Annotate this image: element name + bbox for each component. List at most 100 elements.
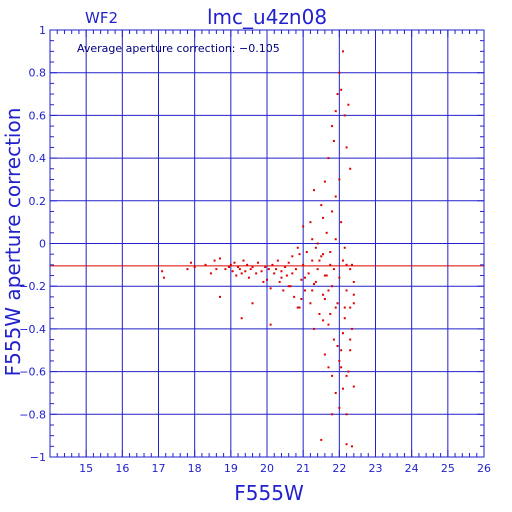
data-point xyxy=(246,263,249,266)
x-tick-label: 25 xyxy=(441,462,455,475)
data-point xyxy=(213,259,216,262)
data-point xyxy=(322,216,325,219)
data-point xyxy=(291,255,294,258)
data-point xyxy=(322,293,325,296)
data-point xyxy=(247,276,250,279)
data-point xyxy=(242,259,245,262)
data-point xyxy=(325,274,328,277)
data-point xyxy=(327,289,330,292)
data-point xyxy=(352,280,355,283)
data-point xyxy=(314,246,317,249)
data-point xyxy=(255,272,258,275)
data-point xyxy=(300,298,303,301)
data-point xyxy=(331,374,334,377)
data-point xyxy=(345,146,348,149)
y-tick-label: −1 xyxy=(30,451,46,464)
data-point xyxy=(186,268,189,271)
data-point xyxy=(340,88,343,91)
data-point xyxy=(340,221,343,224)
y-tick-label: −0.8 xyxy=(19,408,46,421)
data-point xyxy=(349,167,352,170)
data-point xyxy=(238,268,241,271)
data-point xyxy=(345,413,348,416)
data-point xyxy=(294,268,297,271)
data-point xyxy=(320,438,323,441)
data-point xyxy=(325,231,328,234)
x-tick-label: 15 xyxy=(79,462,93,475)
x-tick-label: 17 xyxy=(152,462,166,475)
data-point xyxy=(218,295,221,298)
x-tick-label: 24 xyxy=(405,462,419,475)
data-point xyxy=(271,263,274,266)
data-point xyxy=(349,338,352,341)
y-tick-label: −0.6 xyxy=(19,366,46,379)
data-point xyxy=(284,265,287,268)
data-point xyxy=(300,278,303,281)
data-point xyxy=(341,50,344,53)
data-point xyxy=(262,280,265,283)
data-point xyxy=(322,319,325,322)
y-tick-label: 0.2 xyxy=(29,195,47,208)
data-point xyxy=(343,306,346,309)
x-tick-label: 26 xyxy=(477,462,491,475)
data-point xyxy=(345,374,348,377)
data-point xyxy=(329,251,332,254)
data-point xyxy=(276,259,279,262)
data-point xyxy=(233,261,236,264)
data-point xyxy=(302,225,305,228)
data-point xyxy=(256,261,259,264)
data-point xyxy=(334,238,337,241)
data-point xyxy=(332,338,335,341)
data-point xyxy=(349,349,352,352)
data-point xyxy=(298,253,301,256)
data-point xyxy=(332,268,335,271)
data-point xyxy=(269,287,272,290)
data-point xyxy=(329,263,332,266)
data-point xyxy=(269,323,272,326)
data-point xyxy=(334,306,337,309)
data-point xyxy=(329,312,332,315)
x-tick-label: 16 xyxy=(115,462,129,475)
data-point xyxy=(350,327,353,330)
data-point xyxy=(352,385,355,388)
data-point xyxy=(287,285,290,288)
x-tick-label: 23 xyxy=(369,462,383,475)
data-point xyxy=(218,257,221,260)
camera-label: WF2 xyxy=(85,9,118,27)
data-point xyxy=(280,276,283,279)
data-point xyxy=(352,302,355,305)
data-point xyxy=(190,261,193,264)
data-point xyxy=(282,289,285,292)
data-point xyxy=(331,125,334,128)
data-point xyxy=(285,274,288,277)
data-point xyxy=(334,110,337,113)
data-point xyxy=(318,259,321,262)
data-point xyxy=(209,272,212,275)
data-point xyxy=(323,298,326,301)
data-point xyxy=(336,344,339,347)
data-point xyxy=(322,253,325,256)
data-point xyxy=(240,317,243,320)
data-point xyxy=(161,270,164,273)
data-point xyxy=(264,265,267,268)
y-tick-label: 0.4 xyxy=(29,152,47,165)
data-point xyxy=(305,251,308,254)
x-tick-label: 20 xyxy=(260,462,274,475)
data-point xyxy=(224,268,227,271)
data-point xyxy=(338,178,341,181)
data-point xyxy=(331,413,334,416)
data-point xyxy=(338,276,341,279)
data-point xyxy=(340,349,343,352)
data-point xyxy=(278,280,281,283)
data-point xyxy=(327,157,330,160)
y-tick-label: −0.2 xyxy=(19,280,46,293)
grid xyxy=(50,30,484,457)
data-point xyxy=(334,195,337,198)
data-point xyxy=(287,261,290,264)
data-point xyxy=(291,272,294,275)
data-point xyxy=(162,276,165,279)
y-tick-label: 0.8 xyxy=(29,67,47,80)
data-point xyxy=(323,353,326,356)
data-point xyxy=(320,204,323,207)
